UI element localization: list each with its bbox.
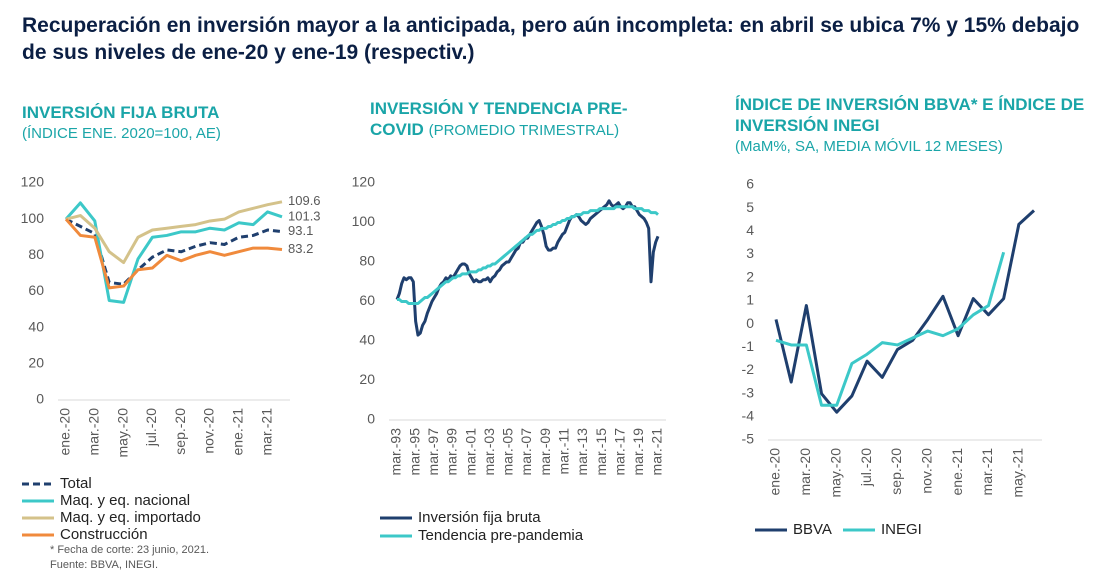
y-tick-label: -5 <box>742 431 755 447</box>
x-tick-label: nov.-20 <box>201 408 217 454</box>
x-tick-label: nov.-20 <box>918 448 934 494</box>
chart-title: ÍNDICE DE INVERSIÓN BBVA* E ÍNDICE DE IN… <box>735 95 1085 135</box>
series-line <box>397 205 659 305</box>
y-tick-label: 80 <box>28 246 44 262</box>
series-line <box>64 218 283 290</box>
y-tick-label: 3 <box>746 245 754 261</box>
x-tick-label: mar.-11 <box>555 428 571 475</box>
x-tick-label: ene.-21 <box>230 408 246 456</box>
x-tick-label: mar.-21 <box>979 448 995 496</box>
x-tick-label: mar.-15 <box>593 428 609 476</box>
x-tick-label: mar.-19 <box>630 428 646 476</box>
y-tick-label: 20 <box>359 371 375 387</box>
legend-label: Maq. y eq. nacional <box>60 492 190 509</box>
x-tick-label: mar.-05 <box>500 428 516 476</box>
x-tick-label: mar.-07 <box>518 428 534 476</box>
x-tick-label: sep.-20 <box>172 408 188 455</box>
y-tick-label: -4 <box>742 408 755 424</box>
x-tick-label: mar.-03 <box>481 428 497 476</box>
y-tick-label: 100 <box>21 210 45 226</box>
legend-label: Inversión fija bruta <box>418 509 541 526</box>
y-tick-label: 4 <box>746 222 754 238</box>
chart-subtitle: (PROMEDIO TRIMESTRAL) <box>428 122 620 139</box>
y-tick-label: 20 <box>28 355 44 371</box>
legend-label: Maq. y eq. importado <box>60 509 201 526</box>
y-tick-label: 60 <box>28 282 44 298</box>
legend-label: Total <box>60 475 92 492</box>
y-tick-label: 6 <box>746 176 754 192</box>
y-tick-label: -1 <box>742 338 755 354</box>
legend-label: Construcción <box>60 526 148 543</box>
data-label: 101.3 <box>288 208 321 223</box>
x-tick-label: mar.-13 <box>574 428 590 476</box>
x-tick-label: mar.-99 <box>444 428 460 476</box>
y-tick-label: 0 <box>367 411 375 427</box>
footnote: * Fecha de corte: 23 junio, 2021. <box>50 544 209 556</box>
x-tick-label: ene.-20 <box>57 408 73 456</box>
x-tick-label: jul.-20 <box>858 448 874 487</box>
x-tick-label: mar.-20 <box>797 448 813 496</box>
y-tick-label: 100 <box>352 213 376 229</box>
footnote: Fuente: BBVA, INEGI. <box>50 559 159 571</box>
x-tick-label: mar.-21 <box>258 408 274 456</box>
x-tick-label: mar.-09 <box>537 428 553 476</box>
y-tick-label: 0 <box>746 315 754 331</box>
data-label: 93.1 <box>288 223 313 238</box>
x-tick-label: may.-20 <box>827 448 843 498</box>
data-label: 83.2 <box>288 241 313 256</box>
page-title: Recuperación en inversión mayor a la ant… <box>22 14 1080 64</box>
chart-subtitle: (MaM%, SA, MEDIA MÓVIL 12 MESES) <box>735 138 1003 155</box>
y-tick-label: 60 <box>359 292 375 308</box>
y-tick-label: 1 <box>746 292 754 308</box>
y-tick-label: 120 <box>21 174 45 190</box>
series-line <box>65 200 283 265</box>
x-tick-label: mar.-97 <box>425 428 441 476</box>
series-line <box>774 209 1036 414</box>
x-tick-label: may.-20 <box>114 408 130 458</box>
legend-label: INEGI <box>881 521 922 538</box>
y-tick-label: 40 <box>28 318 44 334</box>
x-tick-label: mar.-01 <box>462 428 478 476</box>
x-tick-label: mar.-20 <box>86 408 102 456</box>
chart-subtitle: (ÍNDICE ENE. 2020=100, AE) <box>22 125 221 142</box>
series-line <box>395 199 660 337</box>
x-tick-label: mar.-95 <box>406 428 422 476</box>
x-tick-label: may.-21 <box>1010 448 1026 498</box>
data-label: 109.6 <box>288 193 321 208</box>
y-tick-label: -3 <box>742 384 755 400</box>
x-tick-label: mar.-17 <box>611 428 627 476</box>
series-line <box>775 251 1006 407</box>
legend-label: Tendencia pre-pandemia <box>418 527 584 544</box>
y-tick-label: 40 <box>359 332 375 348</box>
y-tick-label: 80 <box>359 253 375 269</box>
x-tick-label: jul.-20 <box>143 408 159 447</box>
legend-label: BBVA <box>793 521 832 538</box>
chart-title-block: ÍNDICE DE INVERSIÓN BBVA* E ÍNDICE DE IN… <box>735 94 1085 157</box>
chart-title: INVERSIÓN Y TENDENCIA PRE-COVID <box>370 99 628 139</box>
x-tick-label: ene.-20 <box>767 448 783 496</box>
x-tick-label: ene.-21 <box>949 448 965 496</box>
y-tick-label: 5 <box>746 199 754 215</box>
chart-title: INVERSIÓN FIJA BRUTA <box>22 103 220 122</box>
chart-title-block: INVERSIÓN Y TENDENCIA PRE-COVID (PROMEDI… <box>370 98 670 141</box>
y-tick-label: -2 <box>742 361 755 377</box>
x-tick-label: mar.-21 <box>649 428 665 476</box>
y-tick-label: 2 <box>746 268 754 284</box>
y-tick-label: 0 <box>36 391 44 407</box>
x-tick-label: sep.-20 <box>888 448 904 495</box>
chart-title-block: INVERSIÓN FIJA BRUTA (ÍNDICE ENE. 2020=10… <box>22 102 322 144</box>
y-tick-label: 120 <box>352 174 376 190</box>
x-tick-label: mar.-93 <box>388 428 404 476</box>
